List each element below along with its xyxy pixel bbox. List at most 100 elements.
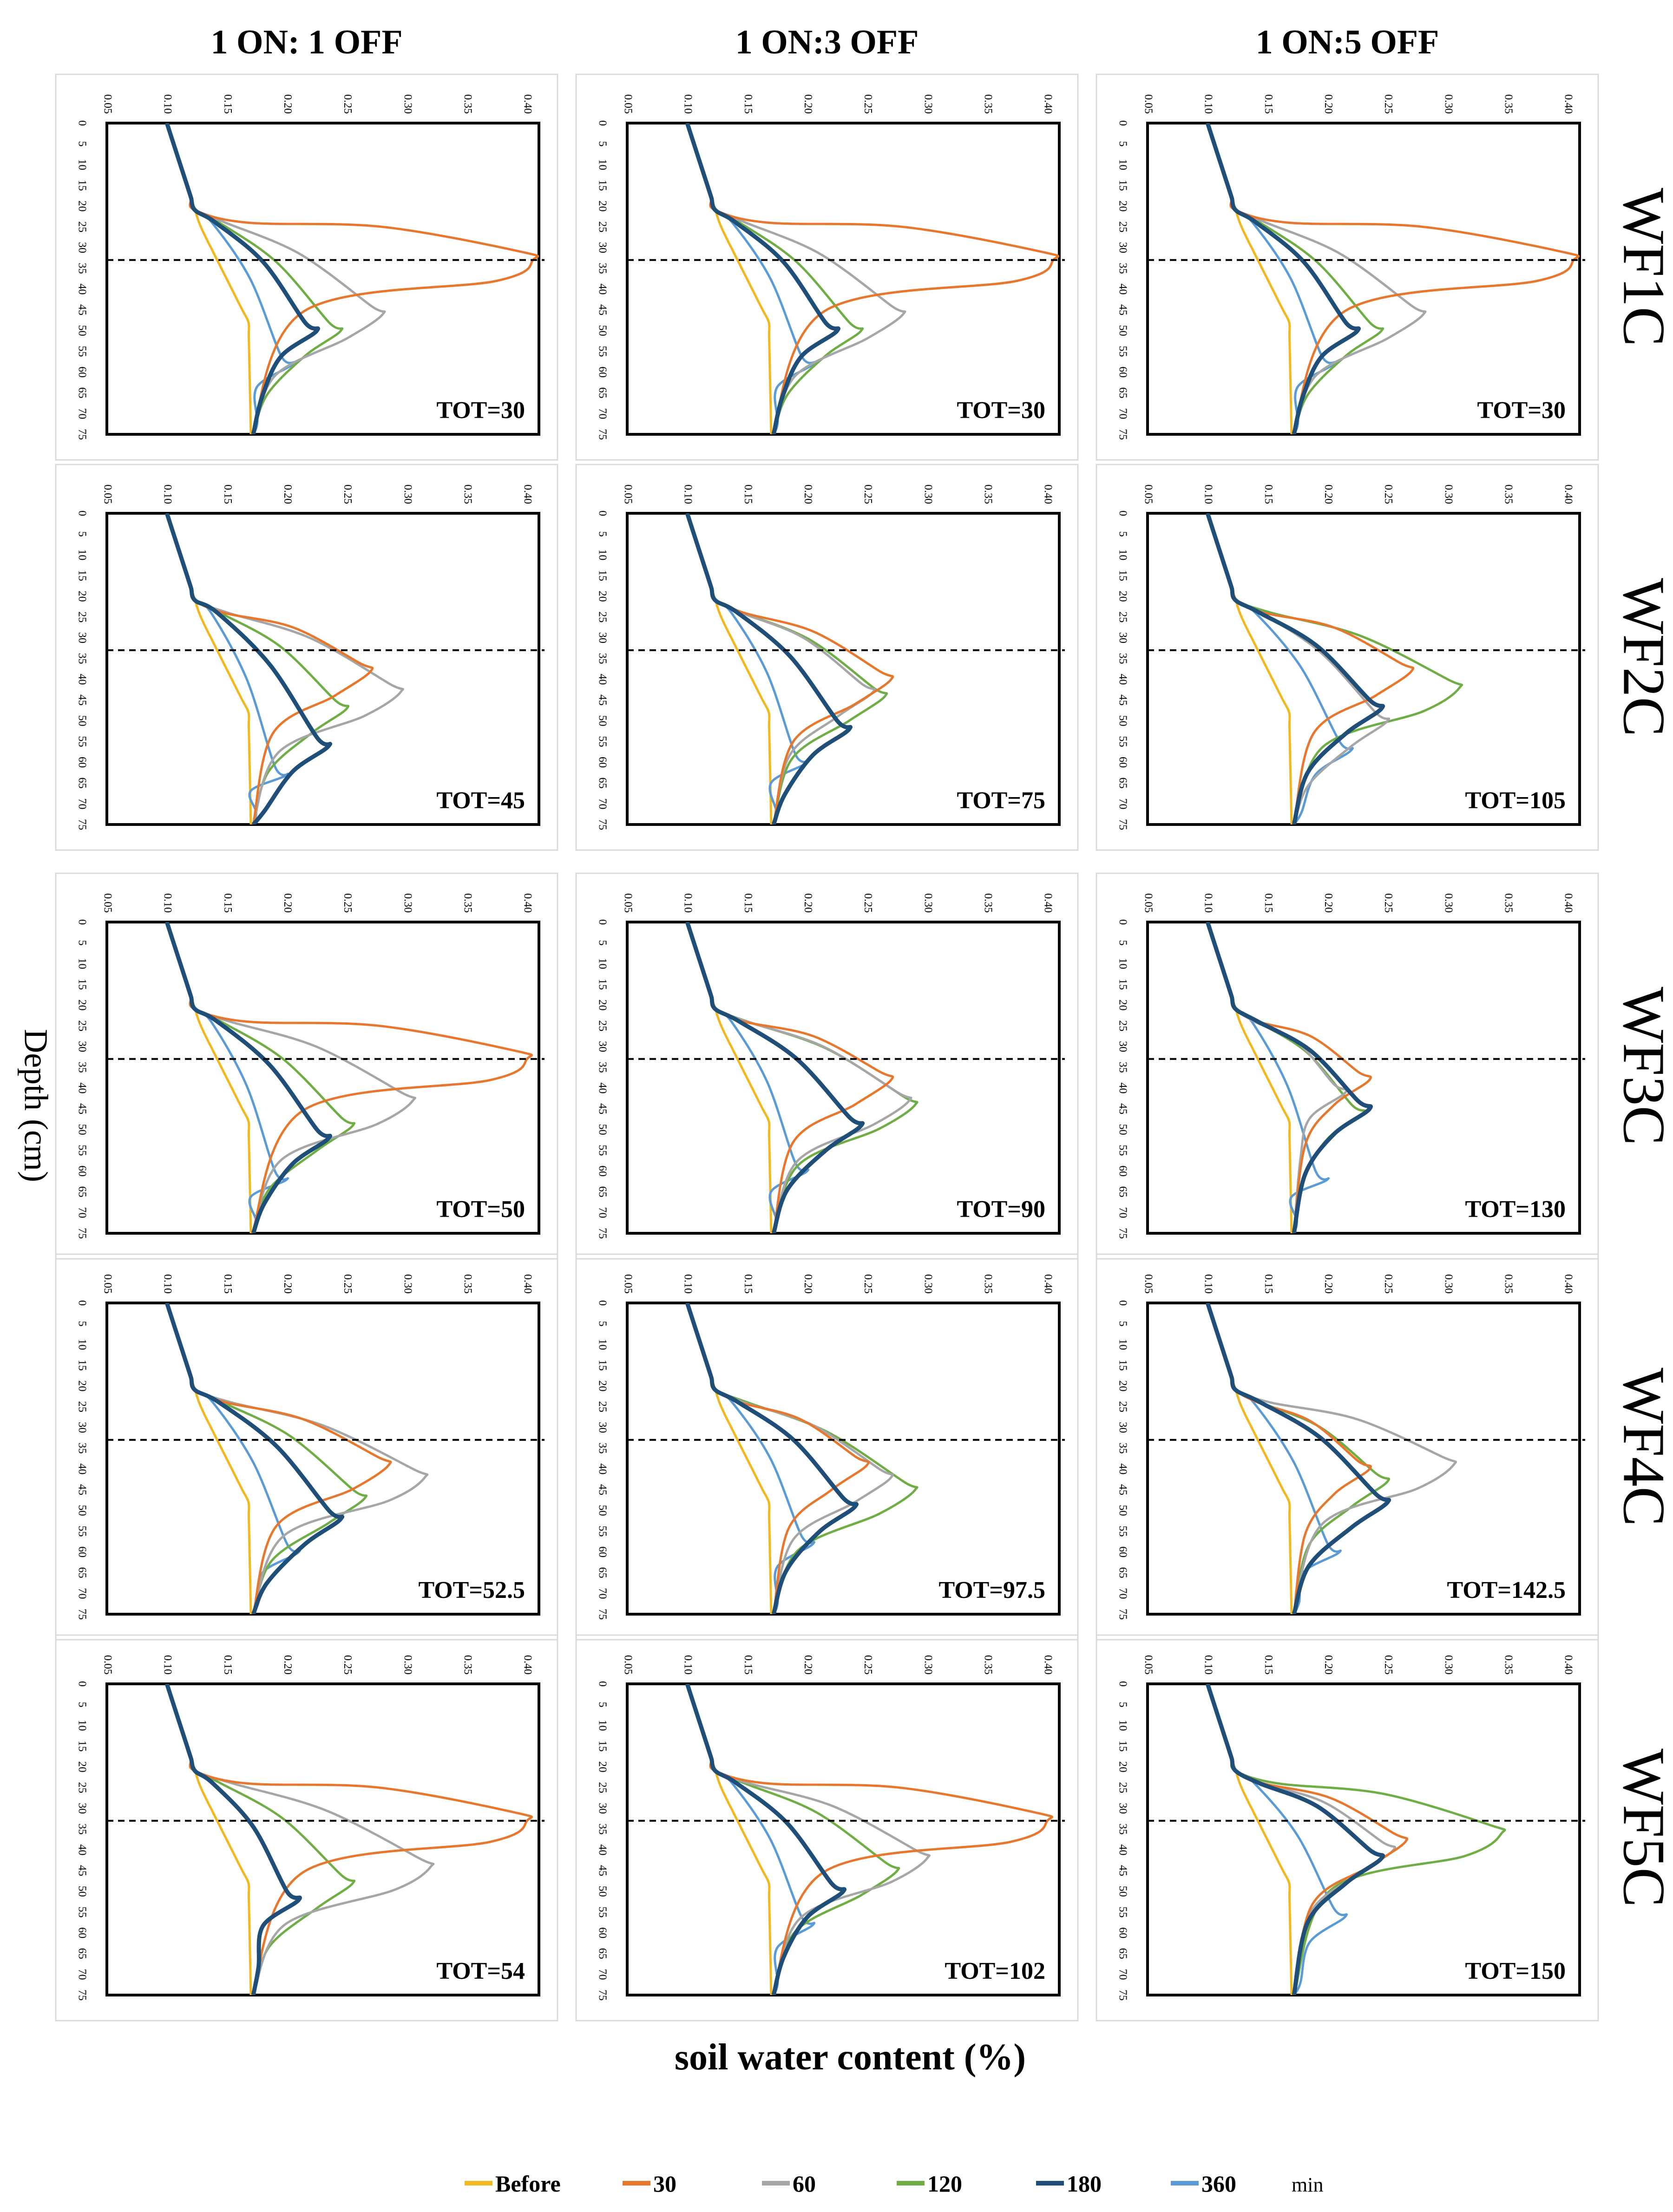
x-tick-label: 0.30 [1442, 1274, 1454, 1294]
y-tick-label: 45 [596, 1103, 608, 1114]
y-tick-label: 10 [1116, 1720, 1128, 1731]
y-tick-label: 70 [596, 408, 608, 419]
x-tick-label: 0.05 [101, 94, 113, 114]
tot-label: TOT=45 [436, 787, 525, 814]
x-tick-label: 0.35 [461, 1655, 473, 1675]
y-tick-label: 25 [1116, 1020, 1128, 1031]
y-tick-label: 0 [76, 1300, 88, 1306]
y-tick-label: 0 [76, 120, 88, 126]
y-tick-label: 10 [76, 1339, 88, 1350]
x-tick-label: 0.40 [1562, 94, 1575, 114]
y-tick-label: 0 [1116, 1681, 1128, 1687]
y-tick-label: 0 [76, 919, 88, 925]
plot-area [105, 122, 540, 436]
y-tick-label: 20 [1116, 591, 1128, 602]
panel-frame [575, 1253, 1079, 1641]
y-tick-label: 25 [596, 221, 608, 232]
y-tick-label: 75 [76, 1228, 88, 1239]
tot-label: TOT=130 [1465, 1196, 1566, 1223]
y-tick-label: 60 [596, 366, 608, 378]
y-tick-label: 50 [596, 325, 608, 336]
panel-r2-c3: 0.05 0.10 0.15 0.20 0.25 0.30 0.35 0.40 0 5 10 15 20… [1096, 464, 1599, 851]
x-tick-label: 0.10 [1202, 94, 1214, 114]
y-tick-label: 35 [596, 1062, 608, 1073]
y-tick-label: 25 [1116, 611, 1128, 622]
y-tick-label: 55 [76, 1906, 88, 1918]
y-tick-label: 60 [596, 757, 608, 768]
y-tick-label: 40 [596, 1844, 608, 1855]
panel-r1-c2: 0.05 0.10 0.15 0.20 0.25 0.30 0.35 0.40 0 5 10 15 20… [575, 73, 1079, 461]
x-tick-label: 0.40 [1562, 893, 1575, 913]
y-tick-label: 65 [1116, 778, 1128, 789]
y-tick-label: 50 [76, 1886, 88, 1897]
tot-label: TOT=30 [957, 397, 1045, 424]
x-tick-label: 0.25 [862, 484, 874, 504]
y-tick-label: 45 [76, 1484, 88, 1495]
x-tick-label: 0.15 [222, 94, 234, 114]
y-tick-label: 65 [1116, 387, 1128, 399]
plot-area [626, 921, 1061, 1235]
y-tick-label: 30 [1116, 632, 1128, 643]
tot-label: TOT=54 [436, 1958, 525, 1984]
y-tick-label: 35 [76, 1062, 88, 1073]
x-tick-label: 0.40 [522, 893, 534, 913]
y-tick-label: 35 [76, 263, 88, 274]
x-tick-label: 0.35 [461, 484, 473, 504]
series-group [685, 513, 894, 825]
series-group [685, 1303, 919, 1614]
legend: Before 30 60 120 180 360 min [465, 2171, 1323, 2197]
panel-frame [55, 1253, 558, 1641]
x-tick-label: 0.05 [622, 893, 634, 913]
row-label-wf1c: WF1C [1611, 188, 1673, 346]
series-line-180 [164, 513, 333, 825]
panel-r4-c2: 0.05 0.10 0.15 0.20 0.25 0.30 0.35 0.40 0 5 10 15 20… [575, 1253, 1079, 1641]
y-tick-label: 70 [596, 1588, 608, 1599]
x-tick-label: 0.05 [1142, 484, 1154, 504]
y-tick-label: 10 [1116, 159, 1128, 170]
x-tick-label: 0.10 [682, 1655, 694, 1675]
x-tick-label: 0.05 [101, 484, 113, 504]
y-tick-label: 30 [1116, 1422, 1128, 1433]
y-tick-label: 55 [596, 1906, 608, 1918]
panel-r3-c3: 0.05 0.10 0.15 0.20 0.25 0.30 0.35 0.40 0 5 10 15 20… [1096, 872, 1599, 1260]
x-tick-label: 0.25 [1382, 1655, 1394, 1675]
x-tick-label: 0.05 [1142, 94, 1154, 114]
column-title-1on-1off: 1 ON: 1 OFF [210, 23, 402, 61]
y-tick-label: 70 [76, 798, 88, 809]
y-tick-label: 50 [1116, 715, 1128, 726]
series-line-180 [164, 123, 321, 434]
y-tick-label: 70 [1116, 1588, 1128, 1599]
legend-item-120: 120 [897, 2171, 962, 2197]
y-tick-label: 0 [596, 1300, 608, 1306]
series-line-180 [685, 123, 841, 434]
y-tick-label: 20 [1116, 1761, 1128, 1773]
x-tick-label: 0.25 [862, 1274, 874, 1294]
y-tick-label: 30 [76, 1803, 88, 1814]
y-tick-label: 5 [1116, 141, 1128, 147]
y-tick-label: 10 [76, 1720, 88, 1731]
panel-frame [575, 1634, 1079, 2022]
x-tick-label: 0.10 [682, 94, 694, 114]
y-tick-label: 0 [596, 120, 608, 126]
x-tick-label: 0.05 [622, 484, 634, 504]
panel-frame [1096, 1253, 1599, 1641]
y-tick-label: 65 [1116, 1948, 1128, 1959]
y-tick-label: 35 [596, 1824, 608, 1835]
y-tick-label: 55 [1116, 1145, 1128, 1156]
y-tick-label: 15 [76, 1741, 88, 1752]
y-tick-label: 60 [1116, 757, 1128, 768]
x-tick-label: 0.10 [1202, 893, 1214, 913]
y-tick-label: 60 [1116, 1927, 1128, 1938]
y-tick-label: 25 [76, 1020, 88, 1031]
y-tick-label: 15 [1116, 1360, 1128, 1371]
series-group [1205, 922, 1373, 1233]
tot-label: TOT=150 [1465, 1958, 1566, 1984]
x-tick-label: 0.35 [982, 1655, 994, 1675]
plot-area [1146, 921, 1581, 1235]
x-tick-label: 0.25 [341, 1274, 354, 1294]
y-tick-label: 20 [596, 201, 608, 212]
y-tick-label: 20 [596, 1381, 608, 1392]
y-tick-label: 75 [76, 429, 88, 440]
panel-frame [575, 464, 1079, 851]
x-tick-label: 0.20 [802, 1274, 814, 1294]
